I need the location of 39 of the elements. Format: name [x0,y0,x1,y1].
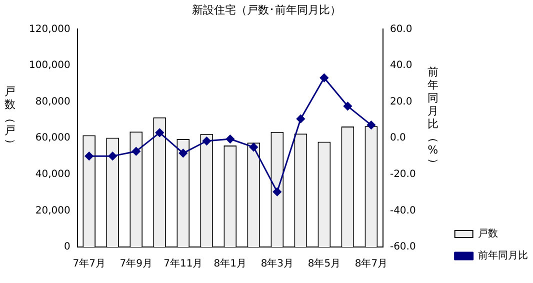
point [202,136,211,146]
point [272,188,282,196]
y-tick-label: 120,000 [28,24,70,35]
y2-tick-label: 40.0 [390,60,412,72]
x-tick-label: 8年5月 [308,258,341,270]
y2-tick-label: 0.0 [390,132,406,144]
point [296,114,305,124]
point [132,147,140,156]
chart-title: 新設住宅（戸数･前年同月比） [192,3,341,16]
point [155,128,164,137]
y-tick-label: 60,000 [35,132,70,144]
point [366,120,376,130]
point [249,142,258,152]
point [178,148,188,158]
x-tick-label: 8年7月 [354,258,388,270]
y2-axis-title: 前年同月比（%） [426,65,440,170]
y-tick-label: 20,000 [35,205,70,216]
x-tick-label: 8年3月 [260,258,294,270]
y2-tick-label: 60.0 [390,24,412,35]
x-tick-label: 8年1月 [214,258,247,270]
legend-label: 前年同月比 [478,250,528,262]
y-tick-label: 0 [64,242,70,253]
y2-tick-label: -20.0 [390,168,416,180]
x-tick-label: 7年11月 [164,258,203,270]
y-tick-label: 100,000 [28,60,70,72]
point [320,74,328,82]
y2-tick-label: 20.0 [390,96,412,108]
y-tick-label: 40,000 [35,168,70,180]
point [108,152,117,160]
point [343,102,352,110]
x-tick-label: 7年7月 [72,258,106,270]
legend-label: 戸数 [478,228,498,240]
x-tick-label: 7年9月 [120,258,152,270]
y-tick-label: 80,000 [35,96,70,108]
point [84,152,94,160]
y2-tick-label: -40.0 [390,205,416,216]
y2-tick-label: -60.0 [390,242,416,253]
point [226,134,234,144]
y-axis-title: 戸数（戸） [4,84,18,150]
